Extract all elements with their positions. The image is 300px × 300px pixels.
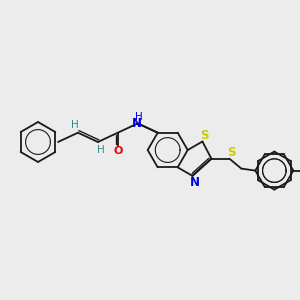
Text: N: N [132, 117, 142, 130]
Text: H: H [71, 120, 79, 130]
Text: H: H [97, 145, 105, 155]
Text: O: O [113, 146, 122, 156]
Text: N: N [189, 176, 200, 189]
Text: S: S [200, 129, 209, 142]
Text: H: H [135, 112, 142, 122]
Text: S: S [227, 146, 236, 159]
